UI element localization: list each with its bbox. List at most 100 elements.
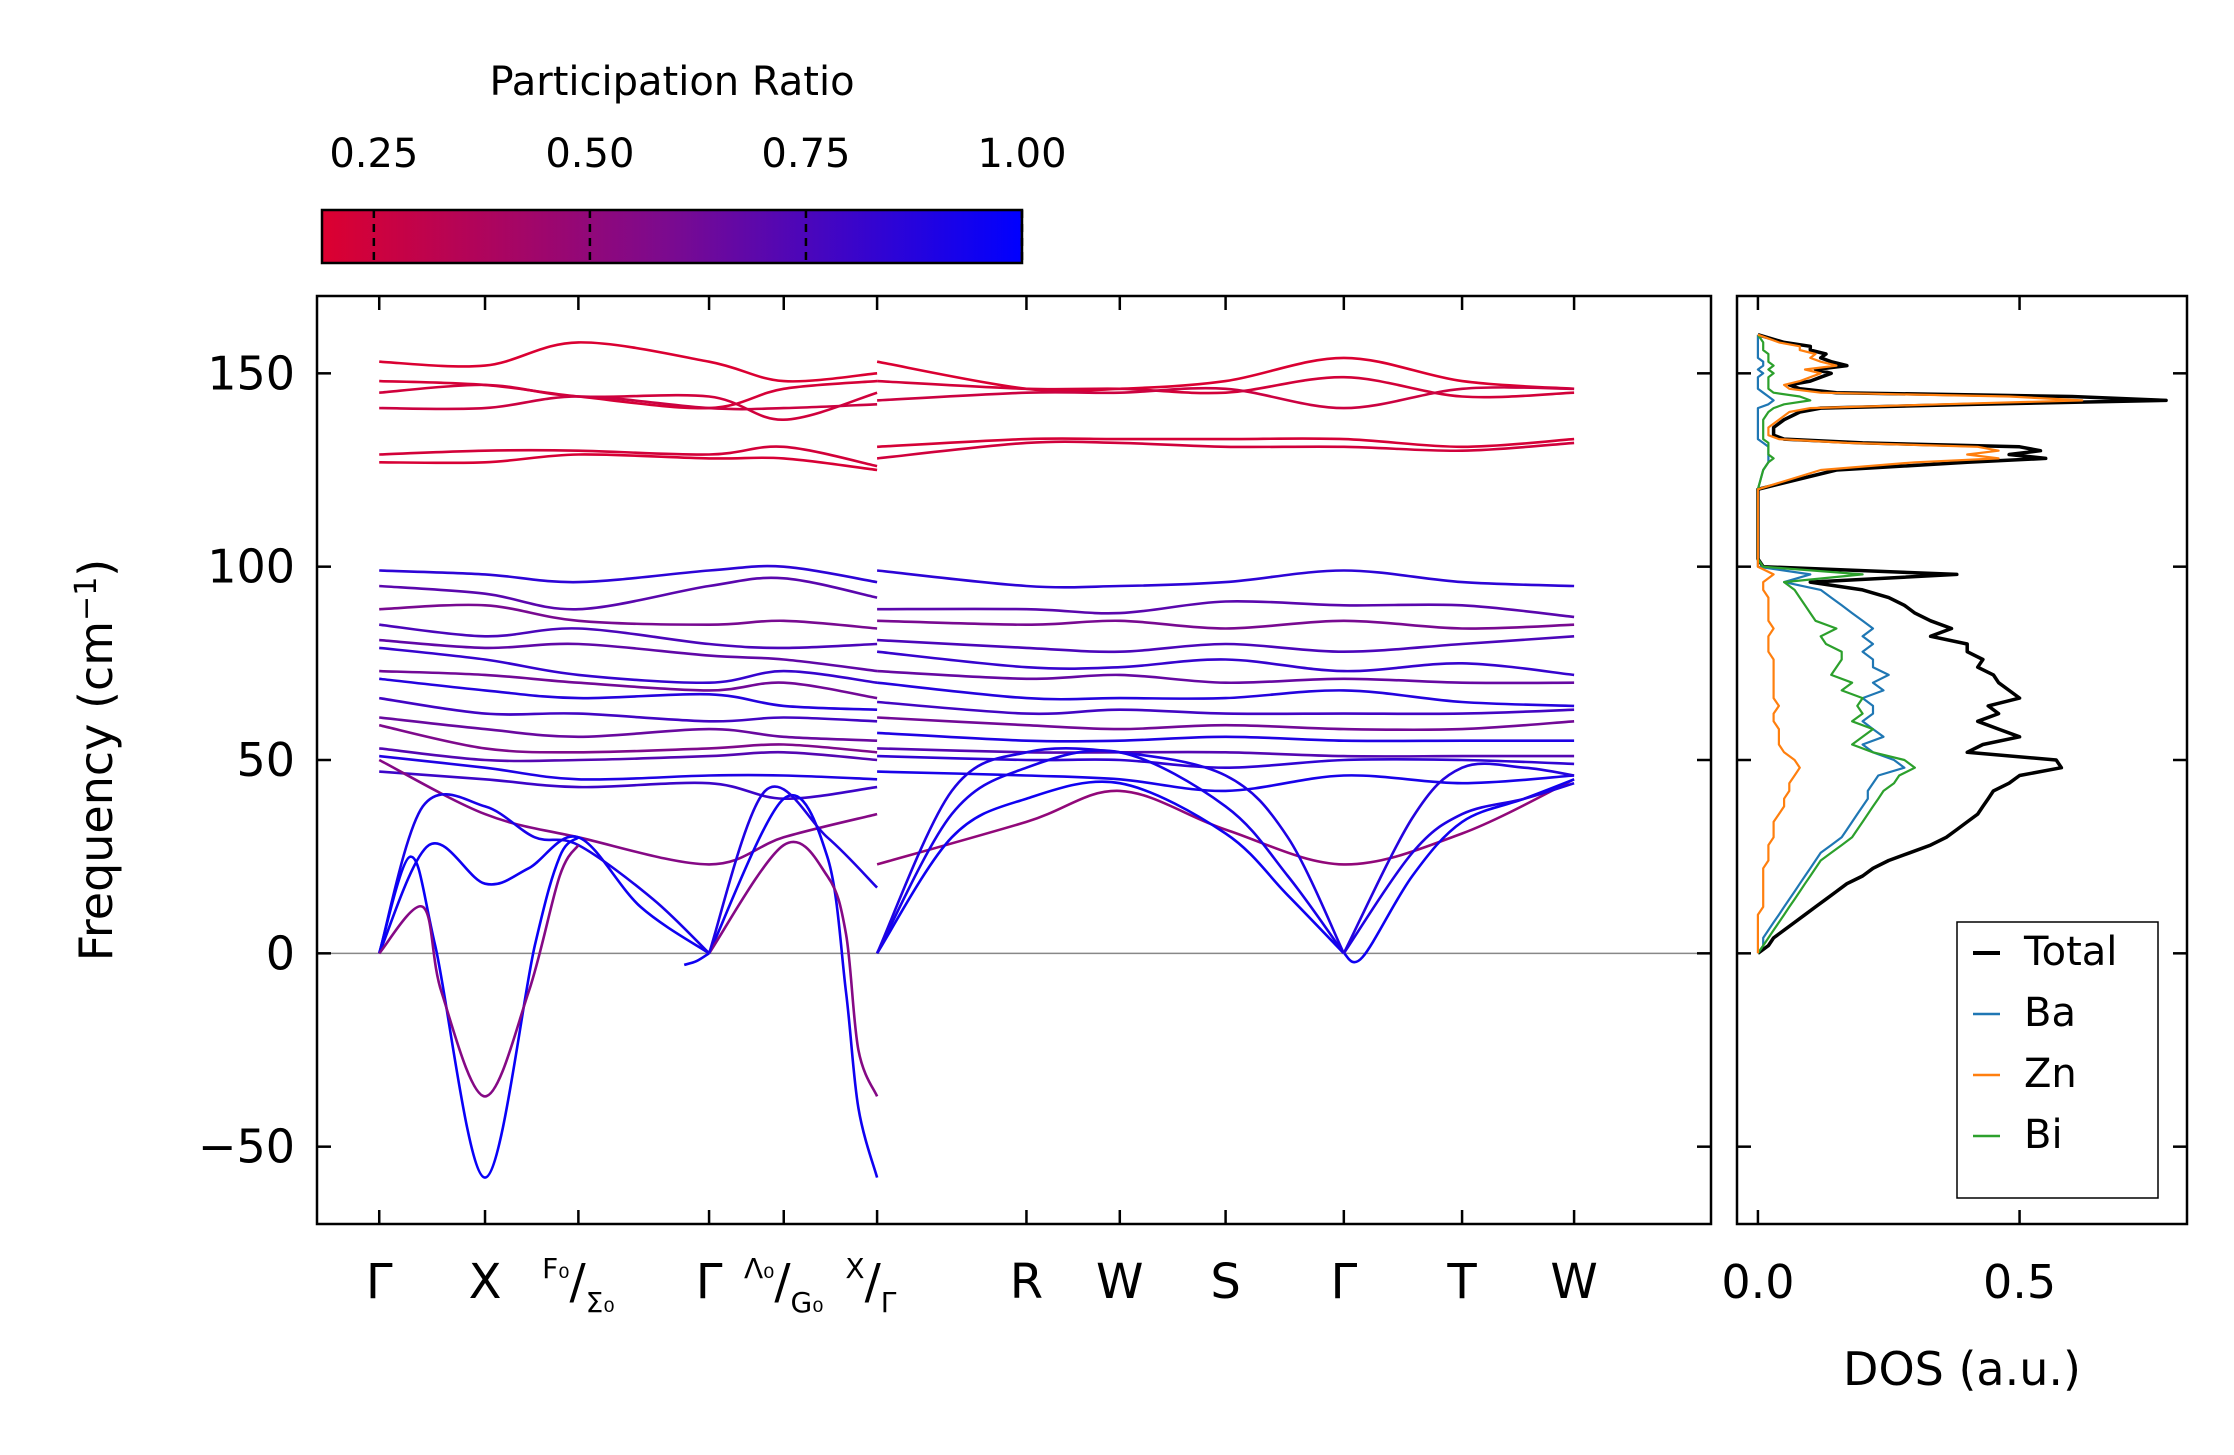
y-tick-label: 0 [266,926,295,980]
optical-band [877,635,1575,654]
high-symmetry-label: R [1010,1254,1043,1310]
colorbar-ticks: 0.25 0.50 0.75 1.00 [329,131,1067,263]
dos-series-zn [1756,333,2084,954]
phonon-bands [377,341,1575,1179]
acoustic-band [875,747,1345,954]
high-symmetry-label: T [1446,1254,1477,1310]
acoustic-band [378,844,580,1098]
dos-series-ba [1756,334,1906,954]
optical-band [378,758,878,866]
frequency-axis-label: Frequency (cm−1) [69,559,123,962]
k-path-ticks: Γ X F₀/Σ₀ Γ Λ₀/G₀X/Γ R W S Γ T W [366,296,1598,1319]
acoustic-band [377,793,710,955]
colorbar: Participation Ratio 0.25 0.50 0.75 1.00 [320,59,1067,265]
dos-series-total [1756,333,2168,955]
optical-band [379,696,878,723]
dos-frequency-ticks [1737,372,2187,1148]
high-symmetry-label: F₀/Σ₀ [542,1252,614,1319]
dos-axis-label: DOS (a.u.) [1843,1342,2081,1396]
optical-band [379,445,878,468]
optical-band [877,731,1575,743]
y-tick-label: −50 [198,1120,295,1174]
acoustic-band [1343,778,1575,964]
optical-band [876,778,1575,866]
optical-band [876,569,1575,589]
high-symmetry-label: S [1210,1254,1240,1310]
optical-band [877,386,1575,410]
legend-box [1956,921,2159,1199]
optical-band [379,341,878,383]
colorbar-tick-label: 0.75 [761,131,850,177]
optical-band [379,754,878,781]
y-tick-label: 50 [236,733,295,787]
dos-curves [1756,333,2168,955]
optical-band [379,716,878,742]
acoustic-band [876,780,1345,955]
frequency-axis-ticks: −50 0 50 100 150 [198,346,1711,1174]
y-tick-label: 150 [207,346,295,400]
optical-band [379,564,878,584]
acoustic-band [377,836,580,1179]
optical-band [876,681,1575,708]
ylabel-sup: −1 [69,577,104,621]
acoustic-band [378,835,710,955]
acoustic-band [683,952,710,967]
high-symmetry-label: X/Γ [845,1252,896,1319]
dos-axis-ticks: 0.0 0.5 [1721,296,2056,1309]
acoustic-band [1342,762,1575,954]
ylabel-main: Frequency (cm [69,621,123,961]
optical-band [379,677,878,711]
optical-band [877,770,1575,793]
optical-band [877,700,1575,716]
optical-band [379,770,878,801]
colorbar-tick-label: 0.50 [545,131,634,177]
optical-band [877,716,1575,732]
optical-band [379,747,878,763]
y-tick-label: 100 [207,540,295,594]
optical-band [379,669,878,700]
optical-band [877,599,1575,619]
optical-band [379,623,878,650]
optical-band [379,576,878,611]
optical-band [378,723,878,754]
high-symmetry-label: W [1096,1254,1143,1310]
optical-band [876,440,1575,460]
optical-band [379,453,878,472]
high-symmetry-label: Γ [366,1254,393,1310]
colorbar-gradient [320,208,1024,265]
optical-band [379,395,878,411]
dos-series-bi [1756,334,1916,954]
optical-band [379,603,878,630]
optical-band [379,638,878,673]
high-symmetry-label: Λ₀/G₀ [744,1252,823,1319]
optical-band [877,619,1575,630]
acoustic-band [707,785,879,954]
legend-label: Zn [2024,1051,2077,1097]
dos-legend: Total Ba Zn Bi [1956,921,2159,1199]
colorbar-title: Participation Ratio [489,59,854,105]
high-symmetry-label: X [469,1254,502,1310]
dos-x-tick-label: 0.5 [1983,1255,2056,1309]
dos-x-tick-label: 0.0 [1721,1255,1794,1309]
optical-band [877,754,1575,770]
legend-label: Bi [2024,1112,2063,1158]
colorbar-tick-label: 1.00 [977,131,1066,177]
high-symmetry-label: W [1550,1254,1597,1310]
optical-band [379,646,878,685]
optical-band [379,383,878,422]
legend-label: Ba [2024,990,2076,1036]
colorbar-tick-label: 0.25 [329,131,418,177]
optical-band [876,650,1575,677]
optical-band [877,669,1575,685]
ylabel-end: ) [69,559,123,577]
optical-band [877,375,1575,399]
dos-panel: 0.0 0.5 DOS (a.u.) Total Ba Zn Bi [1721,294,2189,1396]
acoustic-band [1342,781,1575,955]
optical-band [877,437,1575,449]
acoustic-band [708,840,879,1097]
optical-band [877,747,1575,758]
high-symmetry-label: Γ [1330,1254,1357,1310]
high-symmetry-label: Γ [696,1254,723,1310]
